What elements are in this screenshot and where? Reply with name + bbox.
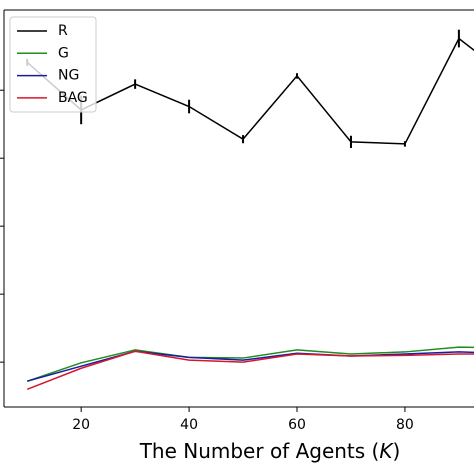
x-axis-title-part: The Number of Agents ( xyxy=(139,439,380,463)
series-line xyxy=(26,350,474,391)
x-tick-label: 60 xyxy=(288,417,306,433)
series-line xyxy=(27,350,474,382)
x-axis-title-part: ) xyxy=(392,439,400,463)
x-tick-label: 20 xyxy=(72,417,90,433)
x-axis-title-part: K xyxy=(379,439,394,463)
x-tick-label: 80 xyxy=(396,417,414,433)
series-line xyxy=(26,37,474,145)
series-line xyxy=(26,346,474,382)
legend-box xyxy=(9,16,97,113)
legend-label: R xyxy=(58,23,68,39)
x-tick-label: 40 xyxy=(180,417,198,433)
legend-label: BAG xyxy=(58,90,88,106)
x-axis-title: The Number of Agents (K) xyxy=(139,439,401,463)
legend-label: G xyxy=(58,45,69,61)
legend: RG NG BAG xyxy=(9,16,97,113)
legend-label: NG xyxy=(58,68,79,84)
plot-area xyxy=(26,29,474,391)
